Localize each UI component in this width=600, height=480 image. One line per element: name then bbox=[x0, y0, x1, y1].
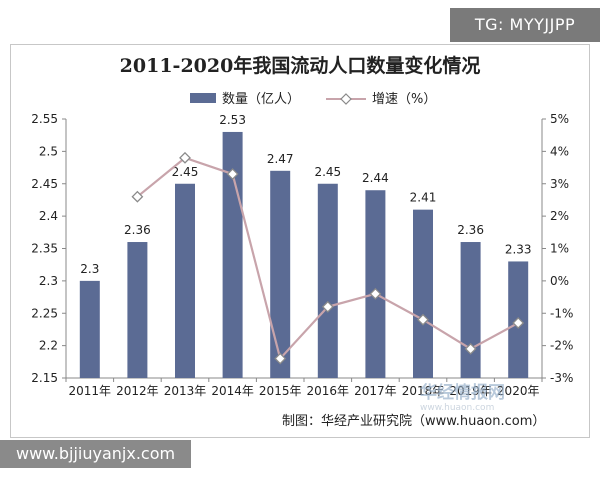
x-tick-label: 2019年 bbox=[449, 384, 492, 398]
y-left-tick-label: 2.4 bbox=[39, 209, 58, 223]
growth-rate-point bbox=[464, 342, 477, 355]
y-right-tick-label: 1% bbox=[550, 242, 569, 256]
x-tick-label: 2013年 bbox=[164, 384, 207, 398]
x-tick-label: 2016年 bbox=[307, 384, 350, 398]
logo-subtext: www.huaon.com bbox=[420, 403, 495, 413]
y-left-tick-label: 2.3 bbox=[39, 274, 58, 288]
y-right-tick-label: 4% bbox=[550, 144, 569, 158]
bar bbox=[413, 209, 433, 378]
chart-title: 2011-2020年我国流动人口数量变化情况 bbox=[119, 55, 481, 77]
chart-frame bbox=[10, 44, 590, 438]
y-right-tick-label: 0% bbox=[550, 274, 569, 288]
growth-rate-point bbox=[226, 168, 239, 180]
growth-rate-point bbox=[274, 352, 287, 365]
source-credit: 制图：华经产业研究院（www.huaon.com） bbox=[282, 414, 546, 429]
huaon-logo-watermark: 华经情报网 www.huaon.com bbox=[420, 378, 505, 413]
bar-data-label: 2.36 bbox=[124, 223, 151, 237]
bar-data-label: 2.45 bbox=[314, 165, 341, 179]
site-url-badge: www.bjjiuyanjx.com bbox=[0, 440, 192, 468]
bar-data-label: 2.41 bbox=[410, 191, 437, 205]
x-tick-label: 2012年 bbox=[116, 384, 159, 398]
legend-bar-label: 数量（亿人） bbox=[222, 92, 300, 107]
x-tick-label: 2020年 bbox=[497, 384, 540, 398]
growth-rate-point bbox=[131, 190, 144, 203]
bar-data-label: 2.44 bbox=[362, 171, 389, 185]
growth-rate-point bbox=[369, 287, 382, 300]
y-left-tick-label: 2.35 bbox=[31, 242, 58, 256]
bar-data-label: 2.33 bbox=[505, 242, 532, 256]
legend-line-label: 增速（%） bbox=[372, 92, 436, 107]
legend-bar-swatch bbox=[190, 93, 216, 103]
bar bbox=[317, 183, 338, 378]
y-left-tick-label: 2.45 bbox=[31, 177, 58, 191]
bar-data-label: 2.45 bbox=[172, 165, 199, 179]
logo-text: 华经情报网 bbox=[420, 383, 505, 403]
bar bbox=[127, 242, 148, 378]
y-right-tick-label: -1% bbox=[550, 306, 573, 320]
y-left-tick-label: 2.55 bbox=[31, 112, 58, 126]
bar bbox=[460, 242, 481, 378]
y-right-tick-label: 3% bbox=[550, 177, 569, 191]
growth-rate-point bbox=[417, 313, 429, 326]
growth-rate-point bbox=[512, 317, 525, 329]
x-tick-label: 2017年 bbox=[354, 384, 397, 398]
y-right-tick-label: -3% bbox=[550, 371, 573, 385]
y-right-tick-label: -2% bbox=[550, 339, 573, 353]
legend-line-marker bbox=[340, 93, 352, 105]
y-left-tick-label: 2.15 bbox=[31, 371, 58, 385]
y-left-tick-label: 2.25 bbox=[31, 306, 58, 320]
bar bbox=[365, 190, 386, 378]
bar bbox=[270, 170, 291, 378]
y-left-tick-label: 2.2 bbox=[39, 339, 58, 353]
x-tick-label: 2018年 bbox=[402, 384, 445, 398]
y-left-tick-label: 2.5 bbox=[39, 144, 58, 158]
tg-watermark-badge: TG: MYYJJPP bbox=[450, 8, 600, 42]
y-right-tick-label: 5% bbox=[550, 112, 569, 126]
bar-data-label: 2.36 bbox=[457, 223, 484, 237]
x-tick-label: 2014年 bbox=[211, 384, 254, 398]
bar bbox=[175, 183, 195, 378]
x-tick-label: 2015年 bbox=[259, 384, 302, 398]
growth-rate-point bbox=[179, 151, 191, 164]
x-tick-label: 2011年 bbox=[69, 384, 112, 398]
bar bbox=[79, 280, 100, 378]
y-right-tick-label: 2% bbox=[550, 209, 569, 223]
bar-data-label: 2.3 bbox=[80, 262, 99, 276]
growth-rate-point bbox=[321, 300, 334, 313]
bar-data-label: 2.47 bbox=[267, 152, 294, 166]
bar-data-label: 2.53 bbox=[219, 113, 246, 127]
